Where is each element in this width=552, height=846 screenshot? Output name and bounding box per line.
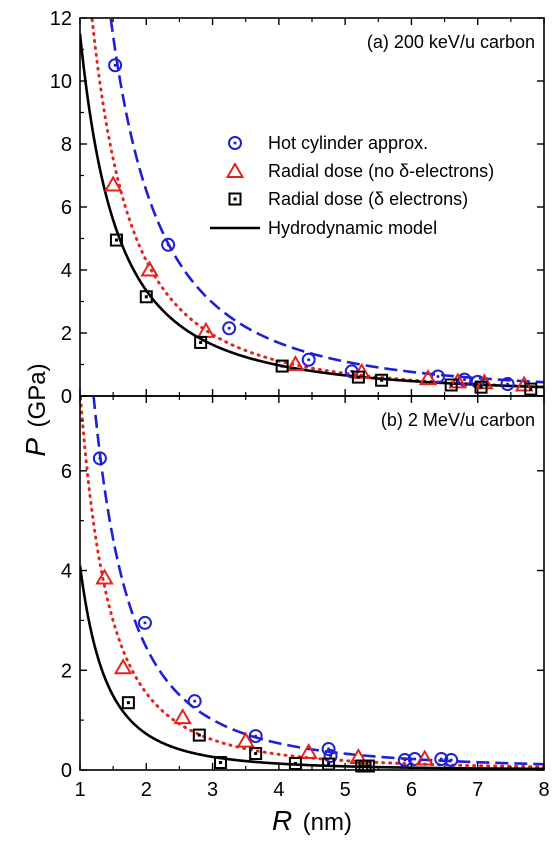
y-tick-label-a-5: 10 bbox=[50, 71, 72, 93]
point-b-hot-cylinder-approx-0-7 bbox=[444, 753, 459, 768]
point-b-radial-dose-electrons-3-1 bbox=[192, 728, 206, 742]
legend-label-radial-delta: Radial dose (δ electrons) bbox=[268, 189, 468, 209]
panel-b: 0 2 4 6 (b) 2 MeV/u carbon bbox=[61, 395, 545, 782]
point-b-hot-cylinder-approx-0-6 bbox=[434, 752, 449, 767]
x-axis-title: R (nm) bbox=[272, 805, 352, 836]
y-tick-label-a-2: 4 bbox=[61, 260, 72, 282]
point-a-hot-cylinder-approx-0-0 bbox=[108, 58, 123, 73]
y-axis-symbol: P bbox=[20, 438, 51, 457]
point-a-radial-dose-no-electrons-1-2 bbox=[196, 321, 216, 338]
x-axis-unit: (nm) bbox=[303, 809, 352, 836]
legend-label-radial-no-delta: Radial dose (no δ-electrons) bbox=[268, 161, 494, 181]
point-a-radial-dose-electrons-2-8 bbox=[524, 382, 538, 396]
point-a-radial-dose-electrons-2-2 bbox=[194, 335, 208, 349]
y-axis-title: P (GPa) bbox=[20, 363, 51, 456]
fit-curve-b-radial-dose-no-electrons bbox=[80, 396, 544, 769]
point-a-radial-dose-no-electrons-1-5 bbox=[418, 369, 438, 386]
point-b-radial-dose-no-electrons-2-2 bbox=[173, 708, 192, 725]
y-tick-label-b-0: 0 bbox=[61, 760, 72, 782]
legend-marker-radial-no-delta bbox=[225, 161, 245, 178]
panel-a-title: (a) 200 keV/u carbon bbox=[367, 32, 535, 52]
legend-label-hydrodynamic: Hydrodynamic model bbox=[268, 218, 437, 238]
x-ticks: 1 2 3 4 5 6 7 8 bbox=[74, 18, 550, 801]
fit-curve-a-hydrodynamic-model bbox=[80, 33, 544, 389]
point-b-radial-dose-no-electrons-2-3 bbox=[236, 731, 255, 748]
x-tick-label-7: 8 bbox=[538, 779, 549, 801]
point-a-hot-cylinder-approx-0-8 bbox=[500, 377, 515, 392]
point-a-hot-cylinder-approx-0-3 bbox=[301, 352, 316, 367]
point-b-hot-cylinder-approx-1-1 bbox=[397, 753, 412, 768]
y-tick-label-a-4: 8 bbox=[61, 134, 72, 156]
y-ticks-b: 0 2 4 6 bbox=[61, 420, 544, 782]
point-b-radial-dose-electrons-3-2 bbox=[214, 756, 228, 770]
point-a-radial-dose-no-electrons-1-6 bbox=[448, 372, 468, 389]
x-tick-label-1: 2 bbox=[141, 779, 152, 801]
y-tick-label-a-0: 0 bbox=[61, 386, 72, 408]
point-a-radial-dose-electrons-2-3 bbox=[275, 359, 289, 373]
x-tick-label-5: 6 bbox=[406, 779, 417, 801]
point-a-radial-dose-electrons-2-0 bbox=[109, 233, 123, 247]
x-tick-label-0: 1 bbox=[74, 779, 85, 801]
svg-text:P (GPa): P (GPa) bbox=[20, 363, 51, 456]
x-tick-label-4: 5 bbox=[340, 779, 351, 801]
points-b bbox=[92, 451, 459, 773]
y-tick-label-b-1: 2 bbox=[61, 660, 72, 682]
point-a-radial-dose-electrons-2-5 bbox=[375, 373, 389, 387]
x-axis-symbol: R bbox=[272, 805, 292, 836]
point-b-hot-cylinder-approx-0-3 bbox=[248, 729, 263, 744]
y-ticks-a: 0 2 4 6 8 10 12 bbox=[50, 8, 544, 408]
y-tick-label-a-6: 12 bbox=[50, 8, 72, 30]
legend-marker-hot-cylinder bbox=[228, 136, 242, 150]
x-tick-label-3: 4 bbox=[273, 779, 284, 801]
point-a-radial-dose-no-electrons-1-3 bbox=[286, 354, 305, 371]
point-b-radial-dose-electrons-3-8 bbox=[361, 759, 375, 773]
fit-curve-b-hydrodynamic-model bbox=[80, 565, 544, 770]
y-tick-label-b-2: 4 bbox=[61, 561, 72, 583]
point-b-radial-dose-no-electrons-2-4 bbox=[299, 743, 318, 760]
point-a-radial-dose-no-electrons-1-0 bbox=[103, 175, 123, 192]
point-b-radial-dose-electrons-3-3 bbox=[249, 747, 263, 761]
x-tick-label-6: 7 bbox=[472, 779, 483, 801]
point-b-hot-cylinder-approx-0-2 bbox=[187, 694, 202, 709]
point-b-hot-cylinder-approx-0-0 bbox=[92, 451, 107, 466]
point-a-radial-dose-electrons-2-1 bbox=[139, 290, 153, 304]
point-b-hot-cylinder-approx-0-1 bbox=[137, 615, 152, 630]
fit-curve-b-hot-cylinder-approx bbox=[92, 396, 544, 766]
point-a-radial-dose-no-electrons-1-1 bbox=[140, 260, 159, 277]
point-b-radial-dose-no-electrons-2-6 bbox=[415, 749, 434, 766]
point-b-radial-dose-no-electrons-2-1 bbox=[113, 658, 133, 675]
point-a-radial-dose-electrons-2-4 bbox=[351, 370, 365, 384]
point-a-radial-dose-electrons-2-6 bbox=[444, 378, 458, 392]
panel-a: 0 2 4 6 8 10 12 (a) 200 keV/u carbon bbox=[50, 8, 545, 408]
y-tick-label-a-3: 6 bbox=[61, 197, 72, 219]
point-b-radial-dose-no-electrons-2-5 bbox=[349, 748, 368, 765]
point-a-hot-cylinder-approx-0-2 bbox=[222, 321, 237, 336]
x-tick-label-2: 3 bbox=[207, 779, 218, 801]
y-tick-label-a-1: 2 bbox=[61, 323, 72, 345]
point-b-radial-dose-electrons-3-4 bbox=[288, 757, 302, 771]
panel-b-frame bbox=[79, 395, 545, 771]
points-a bbox=[103, 58, 538, 396]
legend-marker-radial-delta bbox=[228, 192, 242, 206]
y-axis-unit: (GPa) bbox=[24, 363, 51, 427]
point-a-radial-dose-electrons-2-7 bbox=[474, 380, 488, 394]
point-a-hot-cylinder-approx-0-1 bbox=[161, 237, 176, 252]
point-b-radial-dose-no-electrons-2-0 bbox=[95, 568, 114, 585]
legend-label-hot-cylinder: Hot cylinder approx. bbox=[268, 133, 428, 153]
point-b-hot-cylinder-approx-1-0 bbox=[323, 749, 338, 764]
y-tick-label-b-3: 6 bbox=[61, 461, 72, 483]
point-b-radial-dose-electrons-3-0 bbox=[121, 696, 135, 710]
panel-b-title: (b) 2 MeV/u carbon bbox=[381, 410, 535, 430]
legend: Hot cylinder approx. Radial dose (no δ-e… bbox=[210, 133, 494, 238]
